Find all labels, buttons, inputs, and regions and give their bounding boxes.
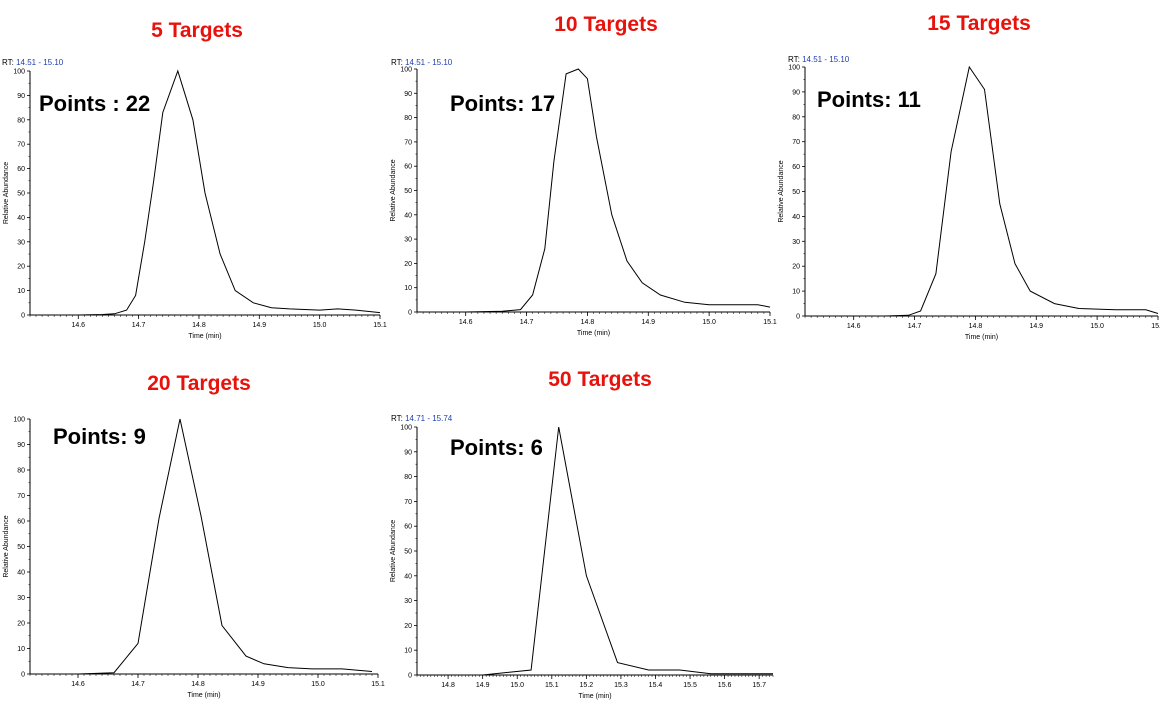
x-tick-label: 15.3	[614, 682, 628, 689]
y-tick-label: 60	[404, 524, 412, 531]
x-tick-label: 15.2	[580, 682, 594, 689]
series-line	[417, 427, 773, 675]
x-tick-label: 15.1	[545, 682, 559, 689]
y-tick-label: 20	[404, 623, 412, 630]
x-tick-label: 15.6	[718, 682, 732, 689]
y-tick-label: 0	[408, 673, 412, 680]
x-axis-label: Time (min)	[578, 693, 611, 700]
x-tick-label: 14.8	[441, 682, 455, 689]
y-tick-label: 40	[404, 573, 412, 580]
y-axis-label: Relative Abundance	[390, 520, 397, 582]
y-tick-label: 80	[404, 474, 412, 481]
x-tick-label: 15.5	[683, 682, 697, 689]
x-tick-label: 15.0	[510, 682, 524, 689]
y-tick-label: 70	[404, 499, 412, 506]
y-tick-label: 30	[404, 598, 412, 605]
y-tick-label: 50	[404, 549, 412, 556]
y-tick-label: 100	[400, 425, 412, 432]
x-tick-label: 15.4	[649, 682, 663, 689]
y-tick-label: 10	[404, 648, 412, 655]
x-tick-label: 15.7	[752, 682, 766, 689]
y-tick-label: 90	[404, 449, 412, 456]
x-tick-label: 14.9	[476, 682, 490, 689]
